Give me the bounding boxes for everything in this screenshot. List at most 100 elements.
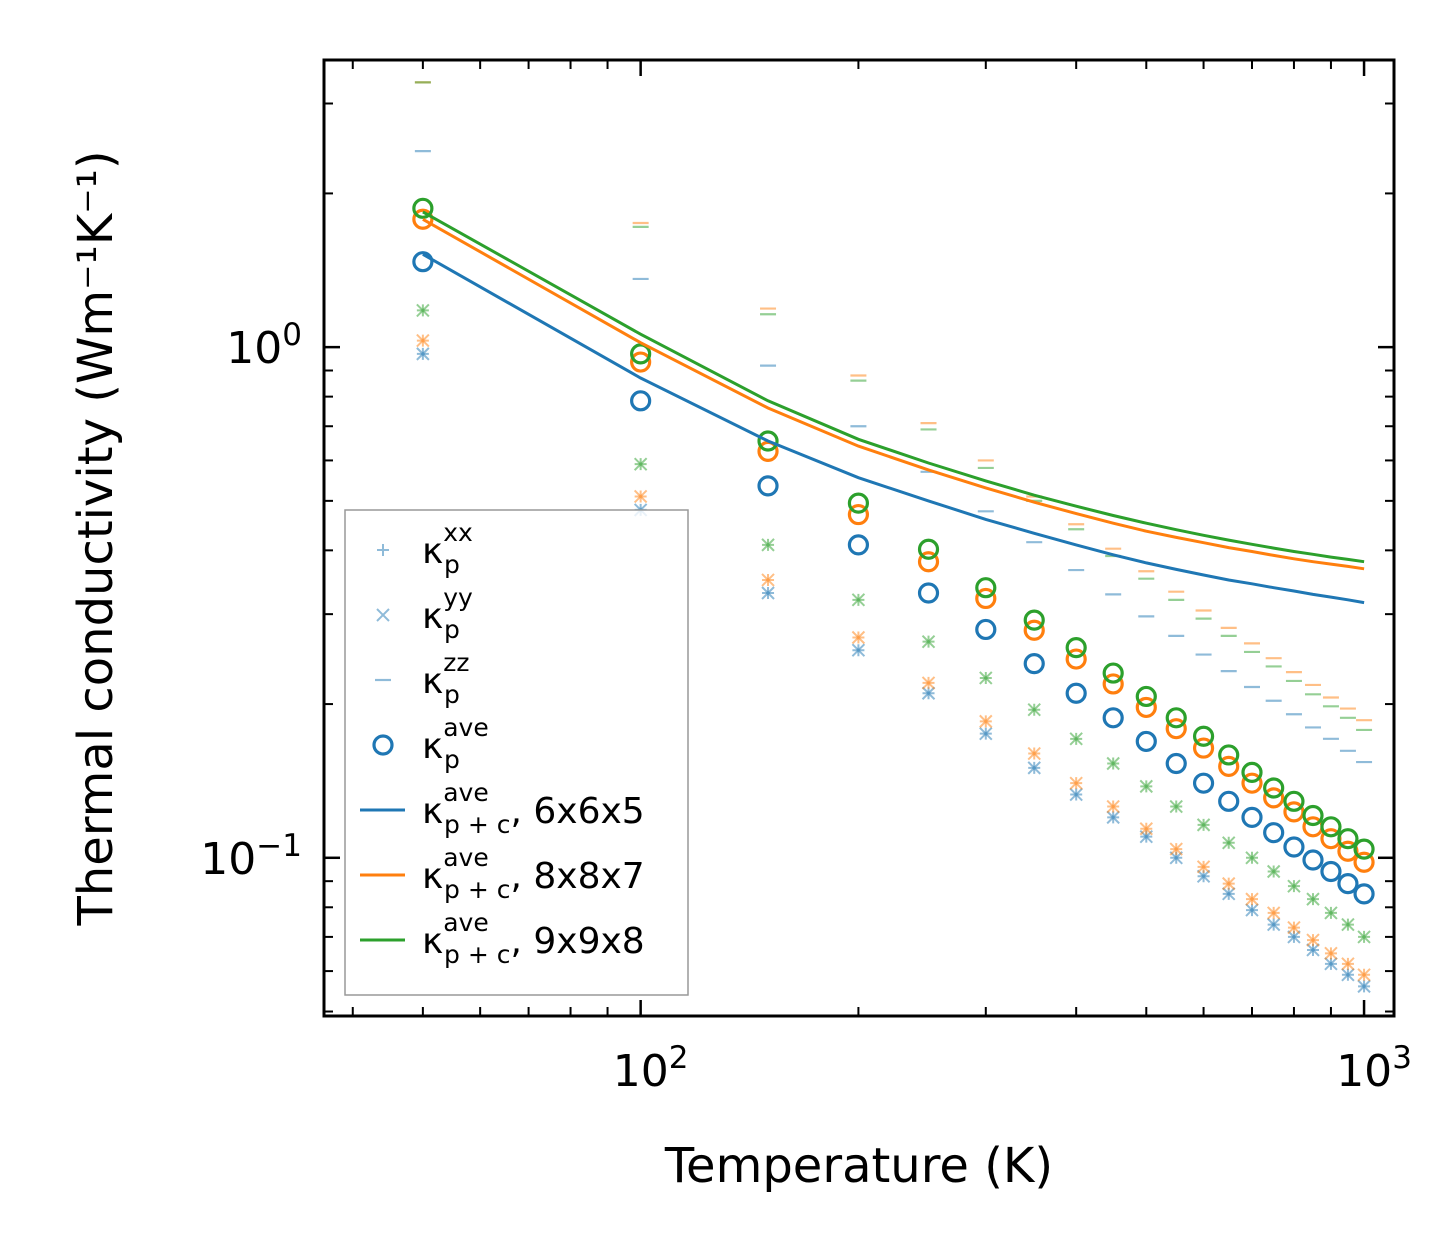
data-point-circle bbox=[1135, 696, 1157, 719]
data-point-circle bbox=[1320, 860, 1342, 883]
data-point-circle bbox=[1165, 752, 1187, 775]
data-point-cross bbox=[416, 333, 430, 348]
data-point-cross bbox=[1027, 761, 1041, 775]
data-point-cross bbox=[1357, 930, 1371, 944]
data-point-circle bbox=[412, 197, 434, 219]
data-point-cross bbox=[1245, 851, 1259, 865]
data-point-circle bbox=[1065, 636, 1087, 659]
legend-box bbox=[344, 509, 689, 996]
data-point-cross bbox=[1341, 968, 1355, 982]
data-point-circle bbox=[847, 503, 870, 526]
data-point-circle bbox=[1165, 707, 1187, 729]
data-point-circle bbox=[847, 534, 870, 556]
data-point-circle bbox=[1023, 619, 1045, 641]
data-point-circle bbox=[1135, 730, 1157, 753]
data-point-cross bbox=[761, 573, 775, 587]
data-point-cross bbox=[921, 676, 936, 690]
data-point-cross bbox=[1196, 860, 1211, 874]
data-point-cross bbox=[1139, 822, 1153, 836]
legend-marker-swatch bbox=[372, 734, 394, 756]
data-point-circle bbox=[1353, 838, 1375, 860]
data-point-circle bbox=[1102, 707, 1124, 729]
data-point-cross bbox=[1287, 879, 1301, 893]
data-point-cross bbox=[1324, 906, 1338, 920]
data-point-cross bbox=[633, 489, 648, 504]
plot-area bbox=[412, 81, 1375, 994]
data-point-circle bbox=[1283, 801, 1305, 823]
legend-marker-swatch bbox=[376, 608, 390, 622]
data-point-circle bbox=[1302, 849, 1324, 871]
data-point-circle bbox=[1218, 790, 1240, 812]
data-point-cross bbox=[1341, 917, 1355, 932]
data-point-cross bbox=[761, 586, 775, 600]
data-point-cross bbox=[1196, 818, 1211, 832]
data-point-circle bbox=[1302, 804, 1324, 827]
data-point-cross bbox=[851, 643, 866, 657]
data-point-cross bbox=[1341, 957, 1355, 971]
data-point-cross bbox=[1069, 787, 1083, 802]
data-point-circle bbox=[1218, 755, 1240, 778]
data-point-cross bbox=[1287, 920, 1301, 935]
data-point-circle bbox=[847, 492, 870, 514]
y-axis-label: Thermal conductivity (Wm⁻¹K⁻¹) bbox=[68, 150, 124, 926]
x-tick-label: 102 bbox=[613, 1040, 689, 1097]
data-point-circle bbox=[1135, 685, 1157, 708]
data-point-circle bbox=[1192, 737, 1215, 759]
series-line bbox=[422, 217, 1365, 571]
data-point-circle bbox=[630, 351, 652, 373]
data-point-cross bbox=[1196, 869, 1211, 883]
data-point-circle bbox=[975, 618, 997, 641]
data-point-circle bbox=[917, 538, 940, 560]
data-point-cross bbox=[1245, 892, 1259, 906]
data-point-cross bbox=[633, 457, 648, 471]
data-point-cross bbox=[416, 303, 430, 318]
data-point-cross bbox=[1222, 836, 1236, 850]
data-point-cross bbox=[1106, 799, 1120, 814]
series-line bbox=[422, 252, 1365, 605]
data-point-circle bbox=[1023, 609, 1045, 631]
data-point-cross bbox=[1306, 892, 1320, 906]
data-point-cross bbox=[1266, 864, 1281, 879]
data-point-cross bbox=[851, 593, 866, 607]
data-point-cross bbox=[1324, 957, 1338, 971]
data-point-circle bbox=[1241, 761, 1263, 783]
legend-label: κxx p bbox=[422, 518, 473, 579]
data-point-cross bbox=[1306, 943, 1320, 957]
data-point-circle bbox=[1165, 718, 1187, 740]
legend-marker-swatch bbox=[377, 544, 389, 556]
tick-labels: 102 103 10−1 100 bbox=[200, 317, 1412, 1097]
data-point-circle bbox=[1192, 772, 1215, 794]
data-point-circle bbox=[1023, 653, 1045, 675]
data-point-cross bbox=[1245, 903, 1259, 917]
data-point-cross bbox=[1266, 917, 1281, 932]
x-axis-label: Temperature (K) bbox=[664, 1138, 1053, 1194]
data-point-circle bbox=[1263, 787, 1285, 809]
data-point-cross bbox=[1169, 799, 1183, 814]
data-point-cross bbox=[1027, 746, 1041, 761]
y-tick-label: 100 bbox=[226, 317, 302, 374]
data-point-cross bbox=[416, 347, 430, 361]
data-point-circle bbox=[917, 551, 940, 573]
data-point-circle bbox=[917, 582, 940, 604]
y-tick-label: 10−1 bbox=[200, 828, 302, 885]
data-point-cross bbox=[1169, 842, 1183, 856]
data-point-circle bbox=[1263, 822, 1285, 844]
data-point-cross bbox=[1222, 876, 1236, 891]
legend-label: κyy p bbox=[422, 583, 473, 644]
data-point-cross bbox=[851, 630, 866, 645]
legend-label: κave p bbox=[422, 713, 489, 774]
data-point-cross bbox=[1357, 979, 1371, 994]
data-point-circle bbox=[757, 475, 779, 497]
data-point-circle bbox=[1102, 673, 1124, 695]
series-line bbox=[422, 210, 1365, 564]
data-point-circle bbox=[975, 577, 997, 599]
data-point-circle bbox=[757, 430, 779, 452]
data-point-circle bbox=[1353, 851, 1375, 873]
data-point-circle bbox=[1065, 648, 1087, 670]
data-point-cross bbox=[979, 726, 993, 741]
data-point-cross bbox=[1222, 887, 1236, 901]
data-point-cross bbox=[979, 671, 993, 685]
data-point-circle bbox=[1102, 662, 1124, 684]
data-point-circle bbox=[630, 390, 652, 412]
